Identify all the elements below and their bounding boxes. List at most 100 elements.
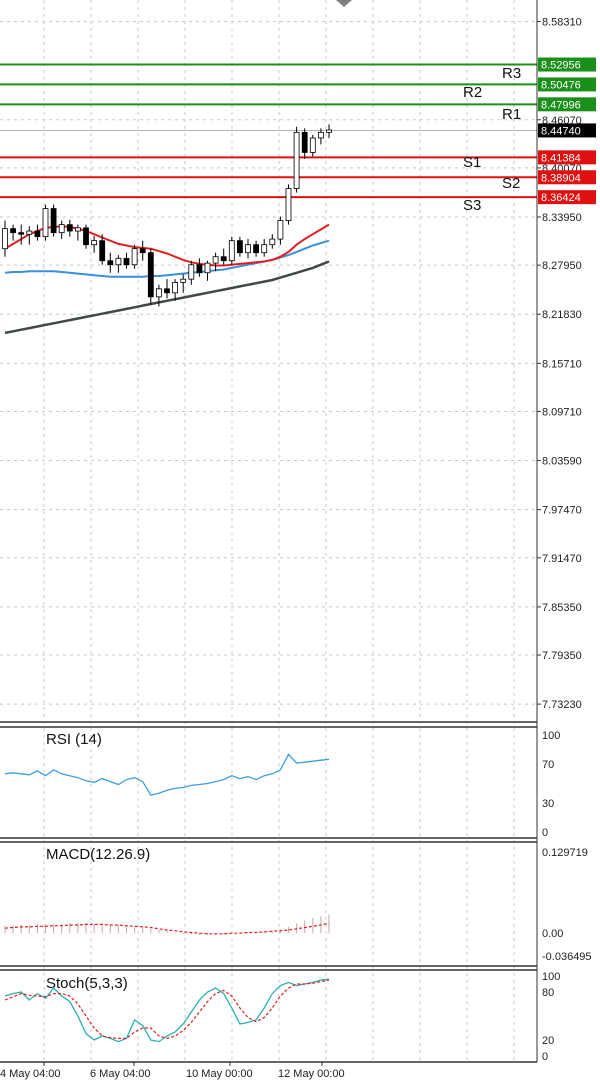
stoch-panel: Stoch(5,3,3) 100 80 20 0 [4, 971, 560, 1063]
price-panel: 8.583108.460708.400708.339508.279508.218… [0, 17, 596, 711]
level-name-s3: S3 [463, 197, 481, 214]
candle-body [301, 131, 308, 153]
candle-body [18, 232, 25, 235]
stoch-tick-label: 80 [542, 987, 554, 999]
current-price-box: 8.44740 [538, 123, 596, 138]
level-price-s2-text: 8.38904 [541, 172, 581, 184]
y-tick-label: 7.91470 [542, 553, 582, 565]
candle-body [212, 256, 219, 264]
candle-body [326, 129, 332, 133]
candle-body [34, 230, 41, 238]
candle-body [253, 244, 260, 254]
candle-body [180, 278, 187, 283]
candle-body [228, 240, 235, 262]
level-price-s1-text: 8.41384 [541, 152, 581, 164]
level-price-s2: 8.38904 [538, 170, 596, 185]
candle-body [269, 238, 276, 246]
macd-label: MACD(12.26.9) [46, 846, 150, 863]
level-price-r2: 8.50476 [538, 77, 596, 92]
stoch-tick-label: 0 [542, 1051, 548, 1063]
y-tick-label: 8.15710 [542, 358, 582, 370]
level-price-r1-text: 8.47996 [541, 99, 581, 111]
level-price-s3-bg [538, 190, 596, 205]
level-price-r3: 8.52956 [538, 57, 596, 72]
rsi-tick-label: 100 [542, 730, 560, 742]
candle-body [188, 264, 195, 280]
candle-body [107, 260, 114, 266]
candle-body [75, 227, 81, 232]
moving-average-dark-line [4, 260, 330, 335]
level-name-r1: R1 [502, 106, 521, 123]
x-tick-label: 4 May 04:00 [0, 1068, 61, 1080]
candle-body [285, 188, 292, 222]
macd-panel: MACD(12.26.9) 0.129719 0.00 -0.036495 [4, 846, 592, 963]
candle-body [42, 208, 49, 238]
stoch-label: Stoch(5,3,3) [46, 975, 128, 992]
candle-body [309, 137, 316, 153]
rsi-label: RSI (14) [46, 731, 102, 748]
level-price-r1-bg [538, 97, 596, 112]
level-price-r1: 8.47996 [538, 97, 596, 112]
level-price-r2-text: 8.50476 [541, 79, 581, 91]
rsi-panel: RSI (14) 100 70 30 0 [4, 730, 560, 839]
stoch-d-line [4, 979, 330, 1040]
candle-body [131, 248, 138, 266]
level-name-s1: S1 [463, 154, 481, 171]
candle-body [123, 257, 130, 266]
y-tick-label: 7.85350 [542, 602, 582, 614]
y-tick-label: 7.73230 [542, 699, 582, 711]
candle-body [83, 227, 89, 246]
x-tick-label: 6 May 04:00 [90, 1068, 151, 1080]
candle-body [172, 281, 179, 294]
y-tick-label: 8.03590 [542, 456, 582, 468]
candle-body [277, 220, 284, 240]
candle-body [220, 256, 227, 262]
rsi-tick-label: 0 [542, 827, 548, 839]
candle-body [66, 224, 73, 232]
rsi-tick-label: 30 [542, 798, 554, 810]
candle-body [236, 240, 243, 254]
candle-body [91, 240, 97, 246]
y-tick-label: 8.09710 [542, 406, 582, 418]
candle-body [99, 240, 106, 262]
rsi-tick-label: 70 [542, 759, 554, 771]
scroll-marker-icon[interactable] [336, 0, 352, 7]
y-tick-label: 7.79350 [542, 650, 582, 662]
candle-body [139, 248, 146, 254]
candle-body [196, 264, 203, 274]
panel-borders [0, 0, 538, 1063]
candle-body [245, 244, 251, 254]
x-axis: 4 May 04:00 6 May 04:00 10 May 00:00 12 May… [0, 1062, 345, 1080]
macd-tick-label: 0.129719 [542, 847, 588, 859]
y-tick-label: 8.33950 [542, 212, 582, 224]
x-tick-label: 12 May 00:00 [278, 1068, 345, 1080]
current-price-box-text: 8.44740 [541, 125, 581, 137]
candle-body [204, 262, 211, 274]
y-tick-label: 8.27950 [542, 260, 582, 272]
candle-body [50, 208, 57, 234]
macd-tick-label: -0.036495 [542, 951, 592, 963]
level-price-r2-bg [538, 77, 596, 92]
candle-body [147, 252, 154, 298]
level-name-r3: R3 [502, 65, 521, 82]
y-tick-label: 7.97470 [542, 505, 582, 517]
stoch-tick-label: 100 [542, 971, 560, 983]
candle-body [164, 288, 170, 294]
y-tick-label: 8.58310 [542, 17, 582, 29]
level-name-s2: S2 [502, 175, 520, 192]
level-price-r3-bg [538, 57, 596, 72]
rsi-line [4, 753, 330, 796]
current-price-box-bg [538, 123, 596, 138]
level-price-s1: 8.41384 [538, 150, 596, 165]
candle-body [261, 244, 268, 254]
level-price-s3: 8.36424 [538, 190, 596, 205]
y-tick-label: 8.21830 [542, 309, 582, 321]
level-price-s3-text: 8.36424 [541, 192, 581, 204]
candle-body [317, 131, 324, 139]
level-price-s1-bg [538, 150, 596, 165]
macd-signal-line [4, 922, 330, 935]
level-price-s2-bg [538, 170, 596, 185]
x-tick-label: 10 May 00:00 [186, 1068, 253, 1080]
